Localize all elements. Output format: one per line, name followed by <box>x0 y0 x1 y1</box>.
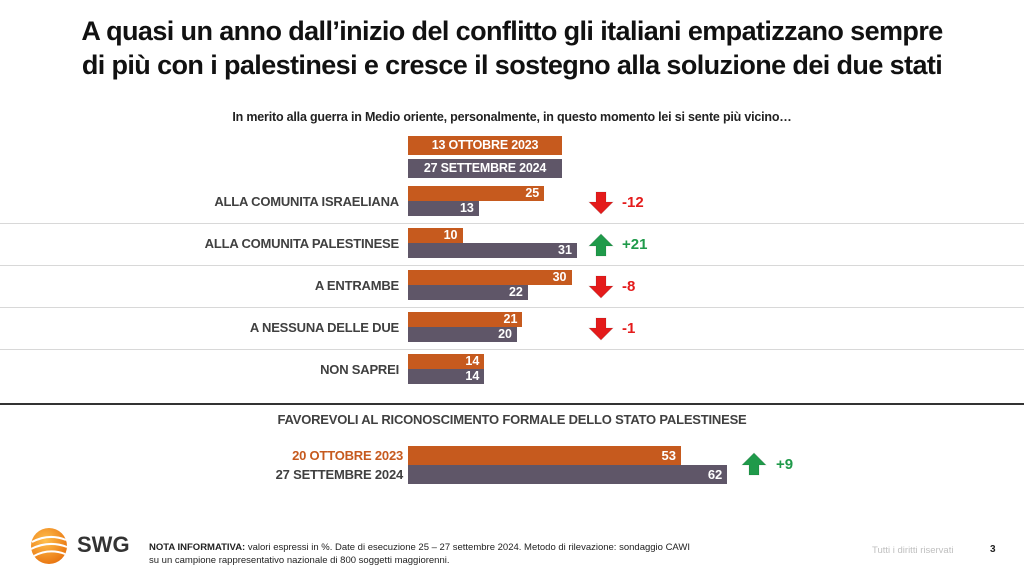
bar-2023: 25 <box>408 186 545 201</box>
bar-2023: 10 <box>408 228 463 243</box>
rights-text: Tutti i diritti riservati <box>872 545 954 556</box>
title-line-1: A quasi un anno dall’inizio del conflitt… <box>81 16 943 46</box>
data-label: 21 <box>503 312 518 326</box>
category-label: ALLA COMUNITA ISRAELIANA <box>214 194 399 209</box>
category-label: A ENTRAMBE <box>314 278 399 293</box>
delta-value: -12 <box>622 194 644 211</box>
bar-2023: 30 <box>408 270 572 285</box>
page-title: A quasi un anno dall’inizio del conflitt… <box>0 14 1024 82</box>
brand-name: SWG <box>77 532 130 557</box>
note-line-2: su un campione rappresentativo nazionale… <box>149 555 450 566</box>
legend-2024: 27 SETTEMBRE 2024 <box>408 159 562 178</box>
data-label: 25 <box>525 186 540 200</box>
data-label: 62 <box>707 467 723 482</box>
swg-logo-icon <box>30 528 68 564</box>
date-label-2023: 20 OTTOBRE 2023 <box>292 448 403 463</box>
arrow-down-icon <box>588 317 614 341</box>
bar-2023: 21 <box>408 312 523 327</box>
bar-2024: 31 <box>408 243 577 258</box>
data-label: 22 <box>508 285 523 299</box>
row-divider <box>0 265 1024 266</box>
title-line-2: di più con i palestinesi e cresce il sos… <box>81 50 943 80</box>
date-label-2024: 27 SETTEMBRE 2024 <box>275 467 404 482</box>
row-divider <box>0 349 1024 350</box>
bar-2024: 13 <box>408 201 479 216</box>
data-label: 14 <box>465 354 480 368</box>
page-number: 3 <box>990 544 996 555</box>
note-line-1: valori espressi in %. Date di esecuzione… <box>245 542 691 553</box>
arrow-down-icon <box>588 191 614 215</box>
category-label: NON SAPREI <box>320 362 399 377</box>
arrow-down-icon <box>588 275 614 299</box>
recognition-chart-title: FAVOREVOLI AL RICONOSCIMENTO FORMALE DEL… <box>277 412 747 427</box>
data-label: 14 <box>465 369 480 383</box>
data-label: 13 <box>459 201 474 215</box>
delta-value: +21 <box>622 236 648 253</box>
delta-value: +9 <box>776 456 794 473</box>
delta-value: -1 <box>622 320 636 337</box>
row-divider <box>0 223 1024 224</box>
note-label: NOTA INFORMATIVA: <box>149 542 246 553</box>
row-divider <box>0 307 1024 308</box>
bar-2023: 53 <box>408 446 681 465</box>
bar-2024: 62 <box>408 465 728 484</box>
data-label: 10 <box>443 228 458 242</box>
legend-2023: 13 OTTOBRE 2023 <box>408 136 562 155</box>
data-label: 30 <box>552 270 567 284</box>
arrow-up-icon <box>588 233 614 257</box>
bar-2024: 22 <box>408 285 528 300</box>
chart-question: In merito alla guerra in Medio oriente, … <box>232 110 792 124</box>
data-label: 20 <box>498 327 512 341</box>
delta-value: -8 <box>622 278 636 295</box>
data-label: 53 <box>661 448 676 463</box>
section-divider <box>0 403 1024 405</box>
category-label: A NESSUNA DELLE DUE <box>249 320 399 335</box>
bar-2023: 14 <box>408 354 485 369</box>
bar-2024: 20 <box>408 327 517 342</box>
arrow-up-icon <box>741 452 767 476</box>
data-label: 31 <box>558 243 572 257</box>
info-note: NOTA INFORMATIVA: valori espressi in %. … <box>149 541 690 567</box>
category-label: ALLA COMUNITA PALESTINESE <box>204 236 400 251</box>
bar-2024: 14 <box>408 369 485 384</box>
